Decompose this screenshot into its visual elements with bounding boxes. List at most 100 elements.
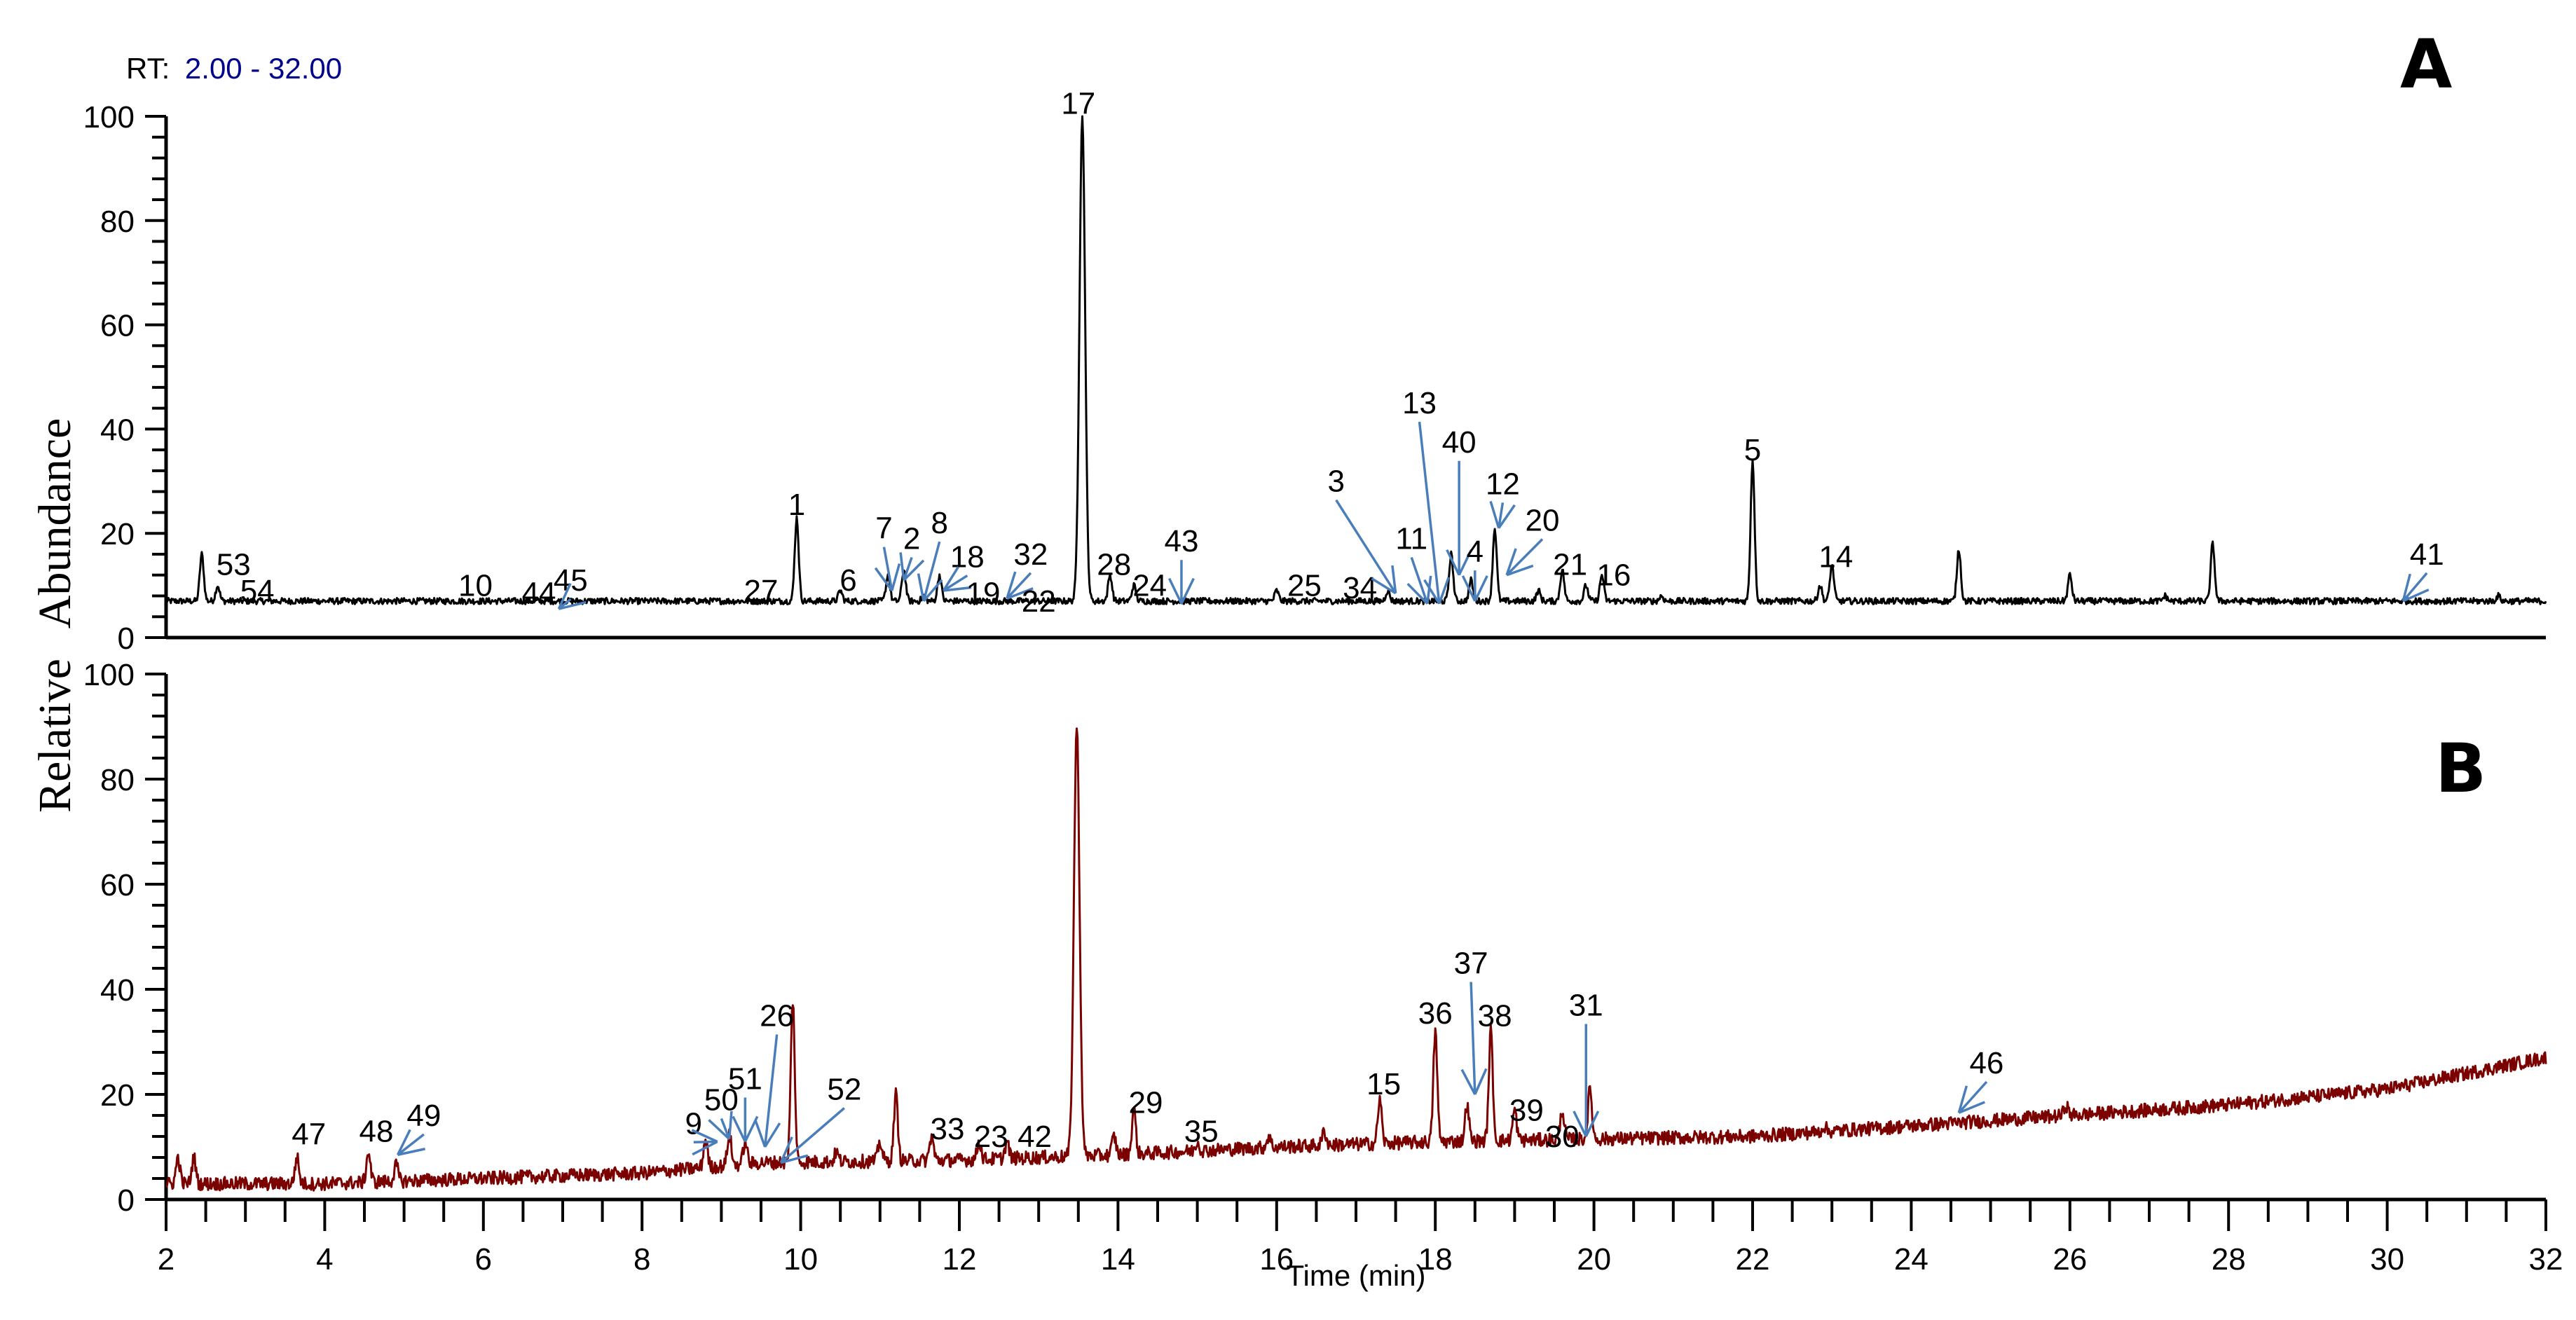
arrowhead-icon — [1584, 1111, 1600, 1137]
peak-annotation: 54 — [240, 574, 275, 608]
x-tick-label: 8 — [633, 1242, 650, 1277]
peak-label: 23 — [974, 1120, 1008, 1154]
peak-annotation: 16 — [1596, 558, 1631, 593]
arrow-icon — [1006, 572, 1032, 600]
y-tick-label: 20 — [100, 1078, 135, 1113]
peak-annotation: 44 — [522, 577, 556, 611]
x-axis-title: Time (min) — [1286, 1259, 1425, 1292]
arrowhead-icon — [1474, 575, 1488, 602]
y-tick-label: 40 — [100, 413, 135, 447]
arrow-icon — [1335, 499, 1397, 594]
peak-label: 3 — [1327, 465, 1344, 499]
peak-annotation: 7 — [874, 511, 901, 592]
arrowhead-icon — [744, 1115, 759, 1143]
peak-annotation: 53 — [217, 548, 251, 582]
arrow-icon — [720, 1118, 731, 1140]
peak-label: 37 — [1454, 947, 1488, 981]
arrowhead-icon — [1180, 577, 1195, 605]
arrowhead-icon — [396, 1129, 411, 1156]
peak-annotation: 40 — [1442, 425, 1477, 576]
peak-annotation: 41 — [2402, 537, 2444, 603]
peak-label: 9 — [685, 1106, 702, 1141]
arrowhead-icon — [1371, 577, 1397, 595]
peak-annotation: 36 — [1418, 996, 1453, 1031]
peak-label: 25 — [1287, 568, 1322, 603]
peak-label: 6 — [840, 563, 856, 598]
peak-label: 20 — [1526, 503, 1560, 537]
peak-label: 27 — [744, 574, 779, 608]
svg-text:RT: 2.00 - 32.00: RT: 2.00 - 32.00 — [126, 52, 342, 85]
x-tick-label: 32 — [2529, 1242, 2563, 1277]
peak-label: 48 — [359, 1115, 394, 1149]
arrow-icon — [1505, 538, 1544, 576]
peak-annotation: 50 — [704, 1083, 739, 1141]
peak-label: 12 — [1486, 467, 1520, 501]
x-tick-label: 28 — [2212, 1242, 2246, 1277]
peak-annotation: 42 — [1018, 1120, 1052, 1154]
arrowhead-icon — [1957, 1085, 1968, 1113]
arrow-icon — [780, 1107, 846, 1164]
peak-annotation: 52 — [779, 1073, 861, 1164]
peak-annotation: 29 — [1129, 1085, 1163, 1120]
arrow-icon — [903, 556, 913, 581]
arrowhead-icon — [692, 1140, 718, 1156]
peak-label: 22 — [1022, 584, 1056, 619]
arrowhead-icon — [942, 566, 959, 591]
peak-annotation: 21 — [1553, 548, 1587, 582]
peak-label: 24 — [1132, 568, 1167, 603]
peak-annotation: 17 — [1061, 86, 1095, 121]
y-axis-title: Relative Abundance — [29, 418, 81, 813]
arrowhead-icon — [1489, 500, 1500, 529]
peak-label: 46 — [1969, 1046, 2003, 1080]
arrowhead-icon — [1461, 575, 1477, 602]
arrowhead-icon — [1423, 579, 1441, 605]
arrowhead-icon — [780, 1154, 809, 1164]
peak-annotation: 35 — [1184, 1115, 1219, 1149]
arrowhead-icon — [708, 1119, 730, 1141]
arrowhead-icon — [1460, 1068, 1477, 1095]
peak-annotation: 13 — [1402, 386, 1450, 605]
peak-annotation: 12 — [1486, 467, 1520, 529]
peak-annotation: 22 — [1022, 584, 1056, 619]
peak-label: 30 — [1545, 1120, 1580, 1154]
arrow-icon — [1958, 1080, 1988, 1114]
peak-annotation: 11 — [1395, 522, 1432, 605]
peak-label: 5 — [1744, 433, 1761, 467]
peak-annotation: 27 — [744, 574, 779, 608]
arrowhead-icon — [943, 586, 972, 592]
peak-label: 36 — [1418, 996, 1453, 1031]
peak-label: 53 — [217, 548, 251, 582]
arrowhead-icon — [2402, 589, 2430, 603]
peak-annotation: 32 — [1006, 537, 1048, 600]
y-tick-label: 60 — [100, 868, 135, 902]
peak-annotation: 9 — [685, 1106, 718, 1156]
peak-label: 54 — [240, 574, 275, 608]
y-tick-label: 0 — [118, 621, 135, 656]
peak-annotation: 34 — [1343, 571, 1377, 605]
arrowhead-icon — [779, 1136, 793, 1164]
x-tick-label: 4 — [316, 1242, 333, 1277]
arrowhead-icon — [1505, 548, 1517, 576]
arrowhead-icon — [691, 1129, 718, 1143]
rt-prefix: RT: — [126, 52, 170, 85]
x-tick-label: 22 — [1736, 1242, 1770, 1277]
peak-label: 4 — [1467, 535, 1484, 569]
arrowhead-icon — [2402, 573, 2411, 602]
arrowhead-icon — [1573, 1111, 1587, 1137]
peak-label: 18 — [950, 540, 985, 575]
arrowhead-icon — [557, 582, 572, 610]
arrowhead-icon — [1958, 1101, 1985, 1114]
y-tick-label: 40 — [100, 973, 135, 1008]
peak-annotation: 47 — [292, 1117, 326, 1151]
arrowhead-icon — [1438, 577, 1450, 605]
x-tick-label: 16 — [1259, 1242, 1294, 1277]
arrowhead-icon — [917, 573, 925, 602]
panel-a-label: A — [2400, 25, 2452, 104]
y-tick-label: 0 — [118, 1183, 135, 1218]
peak-annotation: 15 — [1366, 1067, 1401, 1101]
arrowhead-icon — [1006, 587, 1034, 600]
peak-label: 2 — [903, 522, 920, 556]
peak-label: 32 — [1013, 537, 1048, 572]
